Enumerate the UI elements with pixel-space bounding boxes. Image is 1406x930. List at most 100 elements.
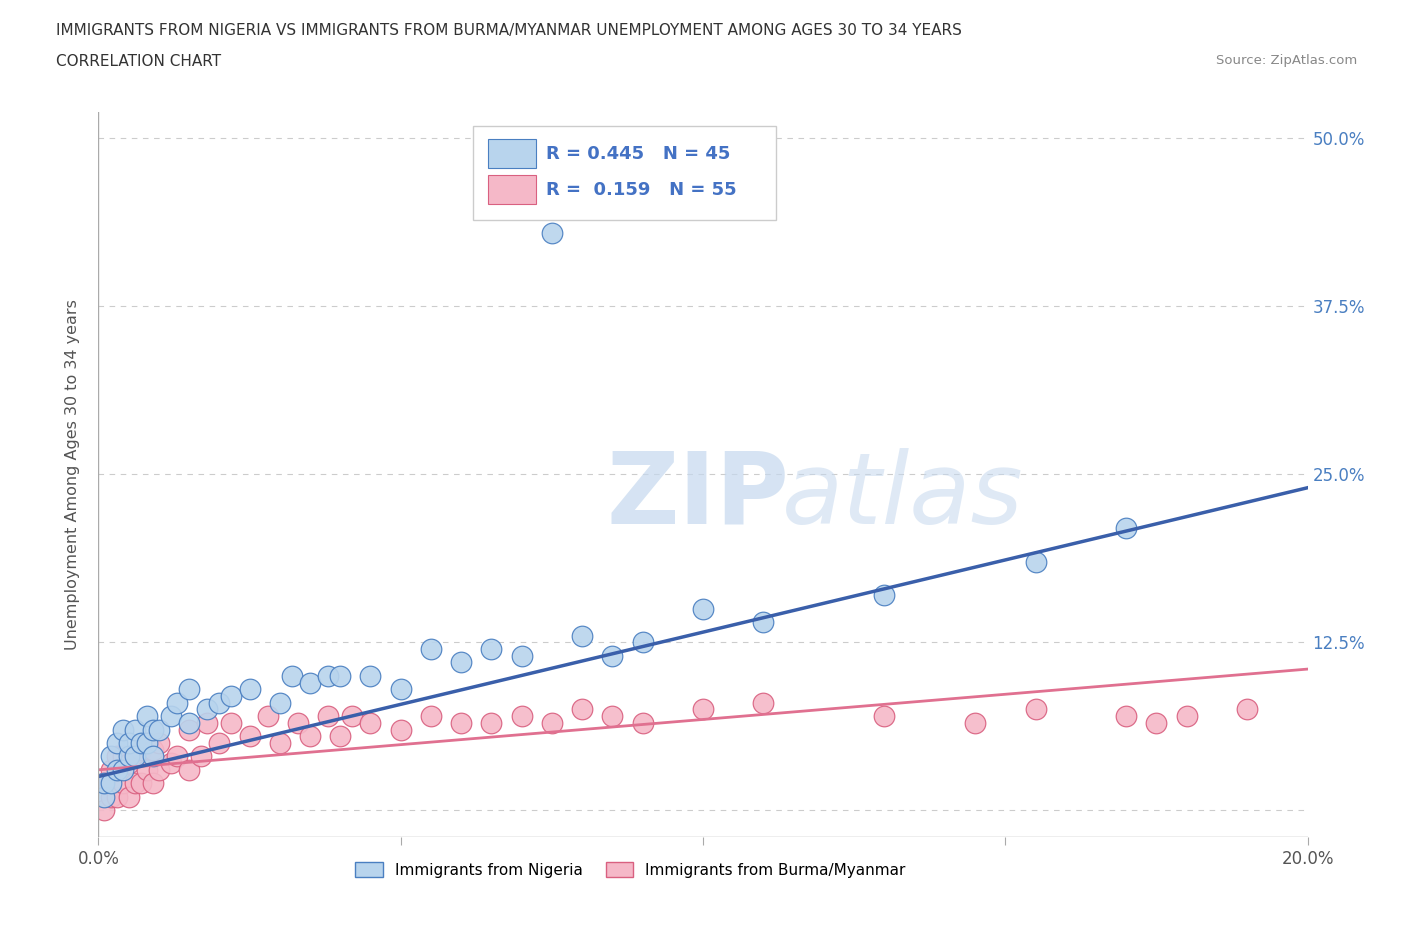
Point [752, 615, 775, 630]
Point [221, 715, 243, 730]
Point [316, 709, 339, 724]
Point [360, 669, 382, 684]
Point [142, 742, 165, 757]
Point [631, 715, 654, 730]
Text: R =  0.159   N = 55: R = 0.159 N = 55 [546, 181, 737, 199]
Point [965, 715, 987, 730]
Point [1144, 715, 1167, 730]
Point [299, 729, 322, 744]
Point [571, 628, 593, 643]
Point [1115, 709, 1137, 724]
Legend: Immigrants from Nigeria, Immigrants from Burma/Myanmar: Immigrants from Nigeria, Immigrants from… [349, 856, 912, 884]
Point [692, 601, 714, 616]
Point [179, 722, 201, 737]
Point [195, 715, 218, 730]
Point [135, 709, 157, 724]
Point [160, 709, 183, 724]
Point [111, 749, 134, 764]
Text: ZIP: ZIP [606, 447, 789, 545]
Point [873, 588, 896, 603]
Point [389, 722, 412, 737]
Point [166, 696, 188, 711]
Text: CORRELATION CHART: CORRELATION CHART [56, 54, 221, 69]
Point [316, 669, 339, 684]
Point [148, 722, 170, 737]
Point [100, 763, 122, 777]
Point [118, 756, 141, 771]
Point [1175, 709, 1198, 724]
Point [269, 736, 291, 751]
Point [1024, 702, 1046, 717]
Point [142, 749, 165, 764]
Point [510, 709, 533, 724]
Point [329, 729, 352, 744]
Point [602, 709, 624, 724]
Point [510, 648, 533, 663]
Point [692, 702, 714, 717]
Point [124, 749, 146, 764]
Point [450, 655, 472, 670]
Point [179, 682, 201, 697]
Point [360, 715, 382, 730]
Point [129, 776, 152, 790]
Point [481, 715, 503, 730]
Point [256, 709, 278, 724]
Point [873, 709, 896, 724]
Point [631, 635, 654, 650]
Point [420, 642, 443, 657]
Point [100, 749, 122, 764]
Point [135, 736, 157, 751]
FancyBboxPatch shape [488, 176, 536, 205]
Point [389, 682, 412, 697]
Point [450, 715, 472, 730]
Point [420, 709, 443, 724]
Point [752, 696, 775, 711]
Point [239, 729, 262, 744]
Point [93, 776, 115, 790]
FancyBboxPatch shape [488, 140, 536, 168]
Point [93, 790, 115, 804]
Point [329, 669, 352, 684]
Text: IMMIGRANTS FROM NIGERIA VS IMMIGRANTS FROM BURMA/MYANMAR UNEMPLOYMENT AMONG AGES: IMMIGRANTS FROM NIGERIA VS IMMIGRANTS FR… [56, 23, 962, 38]
Point [142, 776, 165, 790]
Point [540, 715, 562, 730]
Point [195, 702, 218, 717]
Point [540, 225, 562, 240]
Point [129, 736, 152, 751]
Point [281, 669, 304, 684]
Text: R = 0.445   N = 45: R = 0.445 N = 45 [546, 145, 730, 163]
Point [160, 756, 183, 771]
Point [179, 763, 201, 777]
Point [269, 696, 291, 711]
Point [148, 763, 170, 777]
Point [221, 688, 243, 703]
Point [571, 702, 593, 717]
Point [124, 776, 146, 790]
Point [105, 763, 128, 777]
Point [124, 722, 146, 737]
Point [124, 749, 146, 764]
Point [179, 715, 201, 730]
Point [129, 742, 152, 757]
Point [299, 675, 322, 690]
Point [100, 776, 122, 790]
Text: Source: ZipAtlas.com: Source: ZipAtlas.com [1216, 54, 1357, 67]
Point [135, 736, 157, 751]
Point [100, 790, 122, 804]
Point [142, 722, 165, 737]
Text: atlas: atlas [782, 447, 1024, 545]
Point [105, 749, 128, 764]
Point [111, 776, 134, 790]
Point [148, 736, 170, 751]
Point [1236, 702, 1258, 717]
FancyBboxPatch shape [474, 126, 776, 220]
Point [93, 803, 115, 817]
Point [208, 696, 231, 711]
Point [118, 749, 141, 764]
Point [208, 736, 231, 751]
Y-axis label: Unemployment Among Ages 30 to 34 years: Unemployment Among Ages 30 to 34 years [65, 299, 80, 650]
Point [481, 642, 503, 657]
Point [111, 763, 134, 777]
Point [135, 763, 157, 777]
Point [1115, 521, 1137, 536]
